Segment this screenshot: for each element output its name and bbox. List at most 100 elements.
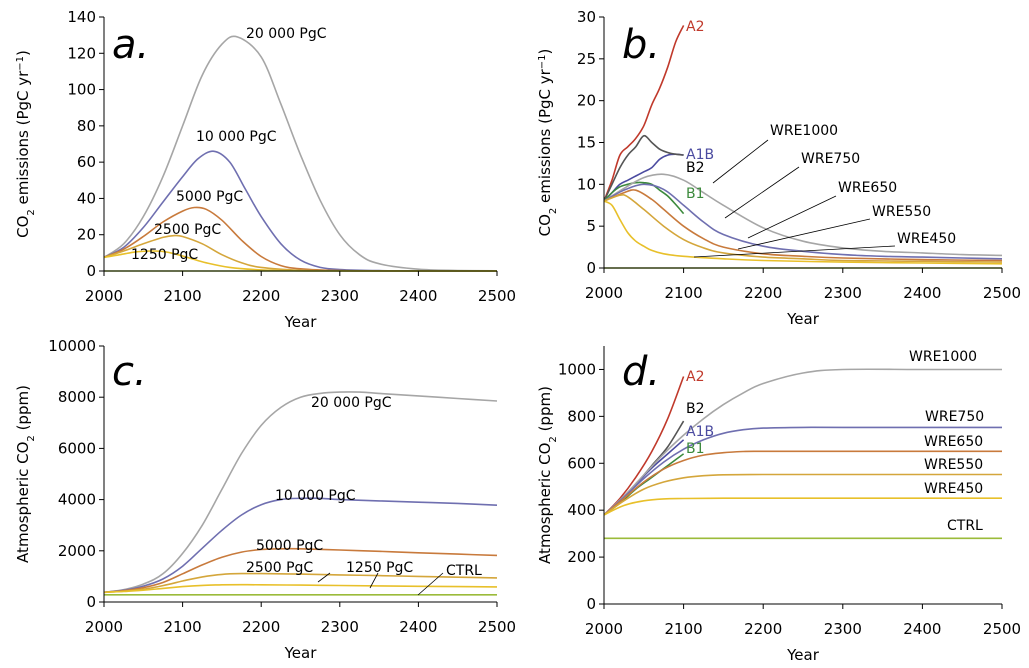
x-tick-label: 2500: [478, 287, 516, 305]
y-tick-label: 1000: [558, 360, 596, 378]
panel-label: a.: [112, 22, 149, 68]
y-tick-label: 600: [567, 454, 596, 472]
x-tick-label: 2100: [665, 284, 703, 302]
x-axis-label: Year: [786, 310, 820, 328]
annotation-5000-pgc: 5000 PgC: [256, 538, 323, 554]
annotation-b2: B2: [686, 160, 705, 176]
annotation-leader-line: [417, 572, 444, 596]
x-axis-label: Year: [284, 644, 318, 662]
y-axis-label: CO2 emissions (PgC yr−1): [14, 50, 37, 238]
x-tick-label: 2000: [585, 620, 623, 638]
series-line-wre750: [604, 183, 1003, 260]
series-line-wre550: [604, 193, 1003, 263]
x-tick-label: 2500: [983, 284, 1021, 302]
y-tick-label: 40: [77, 189, 96, 207]
chart-panel-a: 0 20 40 60 80 100 120 140 2000 2100 2200 2300 2400 25…: [14, 8, 516, 331]
x-tick-label: 2500: [983, 620, 1021, 638]
x-tick-label: 2300: [321, 287, 359, 305]
annotation-b2: B2: [686, 401, 705, 417]
chart-panel-b: 0 5 10 15 20 25 30 2000 2100 2200 2300 2400 2500 Year…: [536, 8, 1021, 328]
x-axis-label: Year: [786, 646, 820, 664]
x-tick-label: 2200: [744, 620, 782, 638]
panel-label: c.: [112, 349, 147, 395]
annotation-b1: B1: [686, 186, 705, 202]
series-line-5000-pgc: [104, 547, 498, 594]
annotation-20-000-pgc: 20 000 PgC: [246, 26, 327, 42]
series-line-a2: [604, 25, 685, 202]
annotation-wre1000: WRE1000: [909, 349, 977, 365]
chart-panel-c: 0 2000 4000 6000 8000 10000 2000 2100 2200 2300 24…: [14, 337, 516, 662]
annotation-wre1000: WRE1000: [770, 123, 838, 139]
y-tick-label: 20: [77, 226, 96, 244]
y-tick-label: 120: [67, 44, 96, 62]
x-tick-label: 2500: [478, 618, 516, 636]
panel-label: b.: [622, 22, 660, 68]
y-tick-label: 400: [567, 501, 596, 519]
series-line-a2: [604, 376, 685, 516]
annotation-wre550: WRE550: [924, 457, 983, 473]
annotation-leader-line: [724, 166, 800, 219]
y-tick-label: 0: [586, 259, 596, 277]
annotation-1250-pgc: 1250 PgC: [346, 560, 413, 576]
annotation-wre550: WRE550: [872, 204, 931, 220]
annotation-a2: A2: [686, 19, 704, 35]
series-group: [104, 391, 498, 596]
series-line-20-000-pgc: [104, 35, 498, 272]
annotation-wre750: WRE750: [925, 409, 984, 425]
series-group: [604, 368, 1002, 540]
annotation-2500-pgc: 2500 PgC: [246, 560, 313, 576]
x-tick-label: 2400: [903, 284, 941, 302]
annotation-wre650: WRE650: [838, 180, 897, 196]
x-tick-label: 2400: [399, 287, 437, 305]
x-tick-label: 2200: [242, 618, 280, 636]
series-line-wre450: [604, 497, 1002, 516]
y-tick-label: 10000: [48, 337, 96, 355]
annotation-wre650: WRE650: [924, 434, 983, 450]
series-line-wre1000: [604, 368, 1002, 516]
series-group: [604, 25, 1003, 269]
series-line-wre650: [604, 450, 1002, 516]
x-tick-label: 2400: [399, 618, 437, 636]
y-tick-label: 200: [567, 548, 596, 566]
series-line-wre550: [604, 473, 1002, 516]
series-line-2500-pgc: [104, 572, 498, 594]
series-line-a1b: [604, 153, 684, 202]
x-tick-label: 2400: [903, 620, 941, 638]
annotation-b1: B1: [686, 441, 705, 457]
y-tick-label: 20: [577, 92, 596, 110]
x-tick-label: 2000: [585, 284, 623, 302]
annotation-leader-line: [369, 572, 379, 589]
series-line-wre1000: [604, 173, 1003, 257]
x-tick-label: 2200: [744, 284, 782, 302]
annotation-leader-line: [747, 195, 837, 239]
y-tick-label: 6000: [58, 439, 96, 457]
y-tick-label: 8000: [58, 388, 96, 406]
series-line-20-000-pgc: [104, 391, 498, 594]
y-axis-label: Atmospheric CO2 (ppm): [536, 386, 559, 564]
x-tick-label: 2100: [164, 287, 202, 305]
series-line-b2: [604, 134, 684, 202]
annotation-ctrl: CTRL: [446, 563, 482, 579]
series-line-wre450: [604, 200, 1003, 265]
y-tick-label: 80: [77, 117, 96, 135]
y-tick-label: 5: [586, 217, 596, 235]
y-tick-label: 4000: [58, 491, 96, 509]
annotation-leader-line: [693, 245, 896, 258]
y-tick-label: 25: [577, 50, 596, 68]
y-tick-label: 30: [577, 8, 596, 26]
annotation-a1b: A1B: [686, 424, 714, 440]
y-tick-label: 10: [577, 175, 596, 193]
annotation-20-000-pgc: 20 000 PgC: [311, 395, 392, 411]
series-line-1250-pgc: [104, 583, 498, 594]
y-axis-label: CO2 emissions (PgC yr−1): [536, 49, 559, 237]
y-tick-label: 800: [567, 407, 596, 425]
annotation-5000-pgc: 5000 PgC: [176, 189, 243, 205]
x-tick-label: 2300: [321, 618, 359, 636]
x-tick-label: 2200: [242, 287, 280, 305]
y-tick-label: 140: [67, 8, 96, 26]
series-line-10-000-pgc: [104, 497, 498, 594]
annotation-2500-pgc: 2500 PgC: [154, 222, 221, 238]
annotation-1250-pgc: 1250 PgC: [131, 247, 198, 263]
y-tick-label: 0: [586, 595, 596, 613]
